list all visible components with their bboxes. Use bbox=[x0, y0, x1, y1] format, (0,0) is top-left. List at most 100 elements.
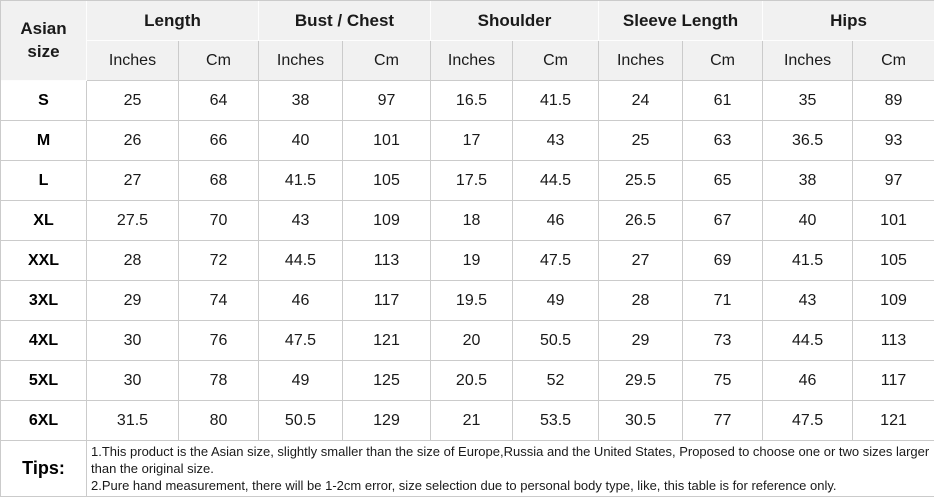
measurement-cell: 125 bbox=[343, 361, 431, 401]
measurement-cell: 30 bbox=[87, 361, 179, 401]
table-row-6xl: 6XL 31.5 80 50.5 129 21 53.5 30.5 77 47.… bbox=[1, 401, 934, 441]
measurement-cell: 20 bbox=[431, 321, 513, 361]
measurement-cell: 121 bbox=[343, 321, 431, 361]
measurement-cell: 49 bbox=[259, 361, 343, 401]
unit-header-cm: Cm bbox=[513, 41, 600, 81]
measurement-cell: 76 bbox=[179, 321, 259, 361]
measurement-cell: 41.5 bbox=[513, 81, 600, 121]
measurement-cell: 46 bbox=[259, 281, 343, 321]
measurement-cell: 113 bbox=[343, 241, 431, 281]
measurement-cell: 43 bbox=[259, 201, 343, 241]
measurement-cell: 28 bbox=[599, 281, 684, 321]
measurement-cell: 53.5 bbox=[513, 401, 600, 441]
measurement-cell: 68 bbox=[179, 161, 259, 201]
unit-header-cm: Cm bbox=[179, 41, 259, 81]
measurement-cell: 109 bbox=[343, 201, 431, 241]
measurement-cell: 61 bbox=[683, 81, 764, 121]
measurement-cell: 30.5 bbox=[599, 401, 684, 441]
measurement-cell: 105 bbox=[343, 161, 431, 201]
measurement-cell: 109 bbox=[853, 281, 934, 321]
measurement-cell: 35 bbox=[763, 81, 854, 121]
measurement-cell: 49 bbox=[513, 281, 600, 321]
measurement-cell: 69 bbox=[683, 241, 764, 281]
table-row-3xl: 3XL 29 74 46 117 19.5 49 28 71 43 109 bbox=[1, 281, 934, 321]
measurement-cell: 70 bbox=[179, 201, 259, 241]
header-group-shoulder: Shoulder bbox=[431, 1, 600, 41]
measurement-cell: 113 bbox=[853, 321, 934, 361]
measurement-cell: 63 bbox=[683, 121, 764, 161]
measurement-cell: 26.5 bbox=[599, 201, 684, 241]
size-label: 3XL bbox=[1, 281, 87, 321]
measurement-cell: 25 bbox=[87, 81, 179, 121]
measurement-cell: 27 bbox=[87, 161, 179, 201]
measurement-cell: 65 bbox=[683, 161, 764, 201]
unit-header-inches: Inches bbox=[87, 41, 179, 81]
size-label: 4XL bbox=[1, 321, 87, 361]
measurement-cell: 40 bbox=[763, 201, 854, 241]
measurement-cell: 47.5 bbox=[513, 241, 600, 281]
measurement-cell: 18 bbox=[431, 201, 513, 241]
measurement-cell: 101 bbox=[853, 201, 934, 241]
unit-header-cm: Cm bbox=[853, 41, 934, 81]
measurement-cell: 46 bbox=[763, 361, 854, 401]
size-label: L bbox=[1, 161, 87, 201]
measurement-cell: 36.5 bbox=[763, 121, 854, 161]
measurement-cell: 25.5 bbox=[599, 161, 684, 201]
measurement-cell: 41.5 bbox=[763, 241, 854, 281]
header-group-hips: Hips bbox=[763, 1, 934, 41]
tips-row: Tips: 1.This product is the Asian size, … bbox=[1, 441, 934, 497]
table-row-m: M 26 66 40 101 17 43 25 63 36.5 93 bbox=[1, 121, 934, 161]
measurement-cell: 117 bbox=[343, 281, 431, 321]
measurement-cell: 17 bbox=[431, 121, 513, 161]
measurement-cell: 50.5 bbox=[513, 321, 600, 361]
unit-header-inches: Inches bbox=[763, 41, 854, 81]
measurement-cell: 67 bbox=[683, 201, 764, 241]
measurement-cell: 74 bbox=[179, 281, 259, 321]
measurement-cell: 117 bbox=[853, 361, 934, 401]
measurement-cell: 129 bbox=[343, 401, 431, 441]
size-label: M bbox=[1, 121, 87, 161]
measurement-cell: 24 bbox=[599, 81, 684, 121]
measurement-cell: 38 bbox=[763, 161, 854, 201]
measurement-cell: 93 bbox=[853, 121, 934, 161]
measurement-cell: 46 bbox=[513, 201, 600, 241]
measurement-cell: 27.5 bbox=[87, 201, 179, 241]
tips-line-2: 2.Pure hand measurement, there will be 1… bbox=[91, 478, 837, 494]
table-row-4xl: 4XL 30 76 47.5 121 20 50.5 29 73 44.5 11… bbox=[1, 321, 934, 361]
header-group-sleeve-length: Sleeve Length bbox=[599, 1, 764, 41]
measurement-cell: 38 bbox=[259, 81, 343, 121]
tips-text: 1.This product is the Asian size, slight… bbox=[87, 441, 934, 497]
unit-header-cm: Cm bbox=[343, 41, 431, 81]
tips-label: Tips: bbox=[1, 441, 87, 497]
corner-header-asian-size: Asian size bbox=[1, 1, 87, 81]
header-group-length: Length bbox=[87, 1, 259, 41]
unit-header-inches: Inches bbox=[259, 41, 343, 81]
measurement-cell: 44.5 bbox=[513, 161, 600, 201]
measurement-cell: 97 bbox=[343, 81, 431, 121]
measurement-cell: 26 bbox=[87, 121, 179, 161]
measurement-cell: 52 bbox=[513, 361, 600, 401]
measurement-cell: 19.5 bbox=[431, 281, 513, 321]
size-label: XXL bbox=[1, 241, 87, 281]
header-unit-row: Inches Cm Inches Cm Inches Cm Inches Cm … bbox=[1, 41, 934, 81]
size-label: 5XL bbox=[1, 361, 87, 401]
measurement-cell: 71 bbox=[683, 281, 764, 321]
measurement-cell: 19 bbox=[431, 241, 513, 281]
measurement-cell: 66 bbox=[179, 121, 259, 161]
measurement-cell: 44.5 bbox=[259, 241, 343, 281]
measurement-cell: 27 bbox=[599, 241, 684, 281]
measurement-cell: 40 bbox=[259, 121, 343, 161]
measurement-cell: 101 bbox=[343, 121, 431, 161]
measurement-cell: 47.5 bbox=[763, 401, 854, 441]
measurement-cell: 20.5 bbox=[431, 361, 513, 401]
size-label: 6XL bbox=[1, 401, 87, 441]
table-row-xl: XL 27.5 70 43 109 18 46 26.5 67 40 101 bbox=[1, 201, 934, 241]
measurement-cell: 43 bbox=[763, 281, 854, 321]
table-row-l: L 27 68 41.5 105 17.5 44.5 25.5 65 38 97 bbox=[1, 161, 934, 201]
measurement-cell: 97 bbox=[853, 161, 934, 201]
measurement-cell: 50.5 bbox=[259, 401, 343, 441]
measurement-cell: 75 bbox=[683, 361, 764, 401]
measurement-cell: 31.5 bbox=[87, 401, 179, 441]
measurement-cell: 80 bbox=[179, 401, 259, 441]
